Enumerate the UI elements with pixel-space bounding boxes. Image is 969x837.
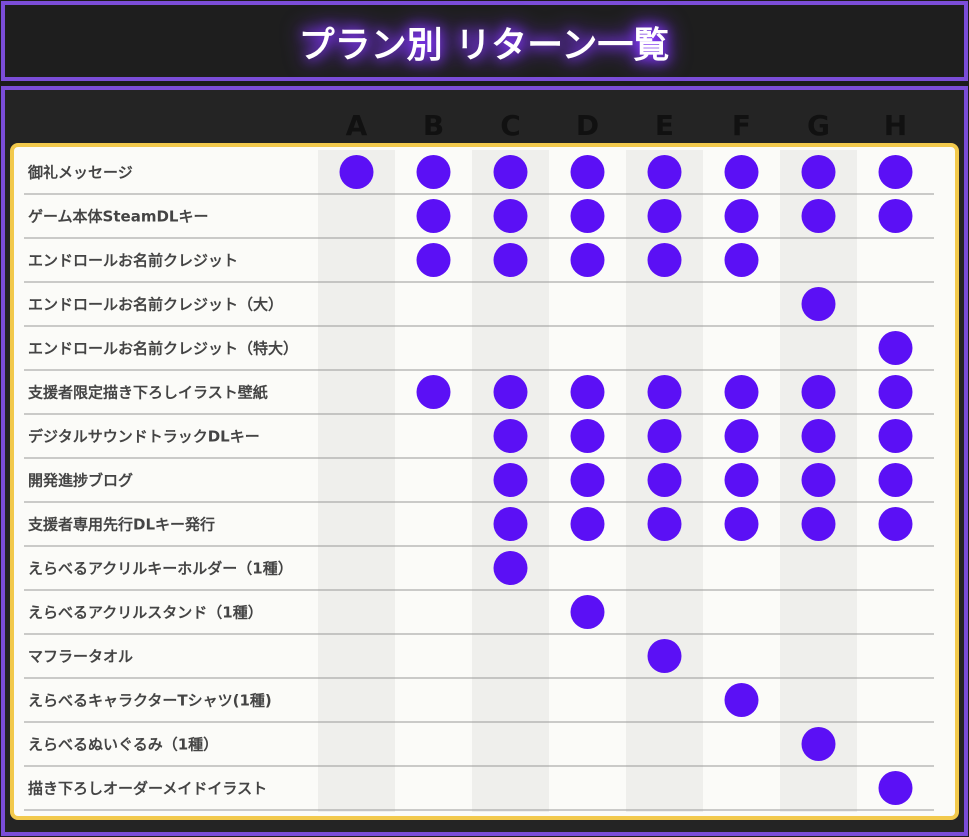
column-header: C (500, 109, 521, 142)
included-dot (801, 199, 836, 233)
included-dot (647, 155, 682, 189)
title: プラン別 リターン一覧 (299, 25, 670, 66)
included-dot (647, 375, 682, 409)
included-dot (801, 727, 836, 761)
included-dot (724, 419, 759, 453)
included-dot (647, 243, 682, 277)
included-dot (878, 155, 913, 189)
included-dot (570, 507, 605, 541)
column-header: G (807, 109, 830, 142)
included-dot (570, 155, 605, 189)
included-dot (570, 375, 605, 409)
included-dot (647, 463, 682, 497)
included-dot (339, 155, 374, 189)
included-dot (724, 375, 759, 409)
included-dot (493, 507, 528, 541)
row-label: デジタルサウンドトラックDLキー (28, 428, 260, 446)
included-dot (724, 507, 759, 541)
included-dot (647, 639, 682, 673)
included-dot (416, 199, 451, 233)
row-label: えらべるキャラクターTシャツ(1種) (28, 692, 272, 710)
included-dot (493, 199, 528, 233)
included-dot (493, 375, 528, 409)
row-label: 描き下ろしオーダーメイドイラスト (28, 780, 267, 798)
included-dot (416, 375, 451, 409)
included-dot (878, 463, 913, 497)
included-dot (878, 331, 913, 365)
included-dot (647, 507, 682, 541)
row-label: えらべるアクリルキーホルダー（1種） (28, 560, 293, 578)
included-dot (878, 507, 913, 541)
included-dot (493, 419, 528, 453)
column-header: H (884, 109, 907, 142)
column-header: D (576, 109, 599, 142)
included-dot (493, 551, 528, 585)
included-dot (878, 771, 913, 805)
included-dot (801, 507, 836, 541)
included-dot (801, 419, 836, 453)
included-dot (570, 595, 605, 629)
column-header: F (732, 109, 751, 142)
row-label: えらべるアクリルスタンド（1種） (28, 604, 263, 622)
included-dot (878, 199, 913, 233)
included-dot (801, 155, 836, 189)
row-label: 開発進捗ブログ (28, 472, 133, 490)
column-header: A (346, 109, 368, 142)
included-dot (493, 155, 528, 189)
row-label: エンドロールお名前クレジット（大） (28, 296, 283, 314)
included-dot (878, 375, 913, 409)
included-dot (724, 683, 759, 717)
included-dot (493, 243, 528, 277)
included-dot (570, 463, 605, 497)
row-label: 支援者専用先行DLキー発行 (27, 516, 215, 534)
row-label: えらべるぬいぐるみ（1種） (28, 736, 218, 754)
included-dot (416, 243, 451, 277)
included-dot (878, 419, 913, 453)
row-label: ゲーム本体SteamDLキー (28, 208, 208, 226)
row-label: 支援者限定描き下ろしイラスト壁紙 (27, 384, 268, 402)
title-bar (1, 1, 968, 81)
included-dot (493, 463, 528, 497)
row-label: 御礼メッセージ (27, 164, 133, 182)
included-dot (724, 463, 759, 497)
included-dot (724, 243, 759, 277)
column-header: B (423, 109, 444, 142)
rows: 御礼メッセージゲーム本体SteamDLキーエンドロールお名前クレジットエンドロー… (24, 155, 934, 811)
included-dot (570, 243, 605, 277)
included-dot (570, 419, 605, 453)
included-dot (801, 375, 836, 409)
included-dot (647, 199, 682, 233)
included-dot (416, 155, 451, 189)
column-shade (318, 150, 395, 812)
included-dot (724, 199, 759, 233)
row-label: マフラータオル (28, 648, 133, 666)
included-dot (801, 463, 836, 497)
row-label: エンドロールお名前クレジット（特大） (28, 340, 298, 358)
included-dot (724, 155, 759, 189)
included-dot (801, 287, 836, 321)
included-dot (570, 199, 605, 233)
row-label: エンドロールお名前クレジット (28, 252, 238, 270)
column-header: E (655, 109, 674, 142)
included-dot (647, 419, 682, 453)
